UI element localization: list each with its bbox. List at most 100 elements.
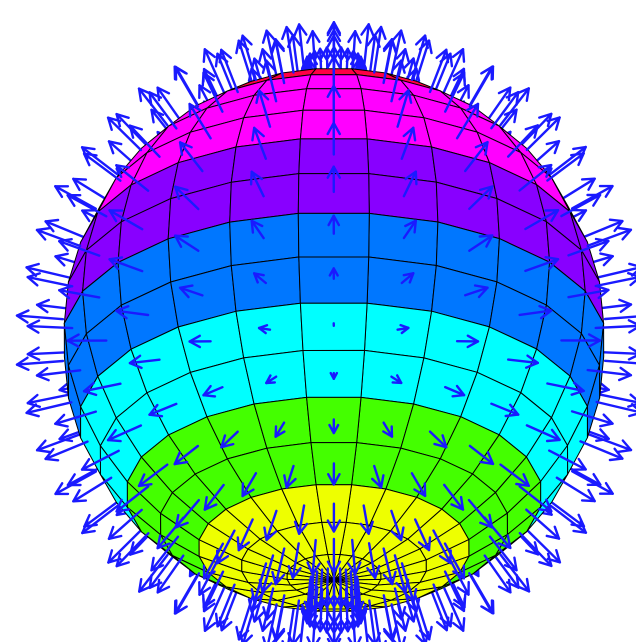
arrow-head	[402, 126, 417, 142]
arrow-shaft	[58, 289, 101, 299]
arrow-shaft	[115, 309, 150, 317]
arrow-head	[371, 474, 385, 489]
arrow-head	[595, 380, 610, 395]
arrow-shaft	[548, 145, 587, 177]
arrow-shaft	[241, 34, 258, 82]
normal-arrow	[443, 483, 465, 511]
arrow-shaft	[80, 449, 120, 471]
arrow-shaft	[148, 91, 178, 130]
arrow-head	[261, 29, 277, 44]
arrow-head	[395, 617, 410, 632]
arrow-head	[115, 164, 131, 179]
arrow-head	[599, 413, 614, 428]
normal-arrow	[128, 354, 161, 370]
arrow-shaft	[80, 146, 120, 177]
arrow-head	[359, 520, 374, 535]
arrow-head	[617, 439, 633, 453]
arrow-shaft	[382, 594, 394, 640]
arrow-shaft	[499, 553, 531, 593]
arrow-head	[580, 177, 596, 191]
arrow-shaft	[174, 572, 201, 615]
normal-arrow	[188, 102, 212, 140]
normal-arrow	[148, 91, 178, 130]
normal-arrow	[274, 421, 286, 438]
arrow-head	[188, 102, 202, 118]
arrow-head	[372, 25, 387, 40]
arrow-head	[44, 447, 60, 462]
arrow-shaft	[261, 554, 275, 594]
arrow-shaft	[297, 504, 306, 535]
arrow-head	[115, 305, 130, 320]
arrow-head	[72, 489, 88, 503]
normal-arrow	[372, 25, 387, 74]
arrow-head	[503, 556, 518, 572]
normal-arrow	[579, 218, 624, 240]
arrow-shaft	[308, 572, 315, 615]
normal-arrow	[390, 509, 405, 542]
arrow-head	[313, 618, 328, 633]
arrow-shaft	[241, 472, 258, 498]
arrow-head	[594, 237, 610, 252]
normal-arrow	[490, 402, 520, 418]
normal-arrow	[137, 87, 169, 127]
arrow-head	[326, 594, 342, 609]
arrow-shaft	[137, 87, 169, 127]
arrow-shaft	[402, 170, 417, 198]
arrow-head	[249, 170, 264, 186]
arrow-head	[235, 625, 250, 641]
normal-arrow	[518, 485, 553, 513]
arrow-head	[66, 333, 80, 348]
normal-arrow	[546, 152, 585, 182]
normal-arrow	[106, 424, 143, 443]
arrow-shaft	[525, 116, 561, 152]
arrow-shaft	[447, 556, 470, 596]
arrow-head	[66, 473, 82, 487]
arrow-head	[415, 34, 429, 49]
arrow-shaft	[429, 586, 448, 632]
normal-arrow	[81, 503, 121, 535]
normal-arrow	[54, 470, 98, 496]
normal-arrow	[263, 509, 278, 542]
arrow-shaft	[603, 359, 636, 365]
normal-arrow	[329, 371, 339, 380]
arrow-head	[137, 578, 152, 593]
arrow-head	[466, 334, 480, 349]
arrow-shaft	[35, 369, 82, 377]
arrow-shaft	[594, 276, 636, 288]
arrow-head	[106, 116, 122, 132]
arrow-shaft	[507, 358, 539, 365]
normal-arrow	[373, 606, 387, 642]
arrow-head	[608, 447, 624, 462]
arrow-shaft	[499, 463, 530, 487]
arrow-shaft	[202, 71, 224, 113]
arrow-head	[402, 272, 415, 284]
arrow-shaft	[579, 219, 624, 240]
normal-arrow	[382, 594, 398, 640]
arrow-shaft	[202, 386, 224, 397]
normal-arrow	[525, 116, 561, 152]
normal-arrow	[107, 508, 143, 540]
arrow-head	[599, 252, 614, 267]
normal-arrow	[410, 472, 427, 498]
arrow-head	[627, 319, 636, 334]
arrow-shaft	[595, 267, 636, 279]
arrow-head	[481, 65, 495, 81]
arrow-head	[202, 48, 217, 63]
arrow-head	[504, 403, 520, 418]
normal-arrow	[173, 65, 200, 108]
normal-arrow	[257, 324, 272, 335]
normal-arrow	[444, 384, 466, 398]
normal-arrow	[586, 366, 633, 382]
arrow-head	[188, 334, 202, 349]
normal-arrow	[72, 476, 113, 503]
arrow-shaft	[35, 433, 82, 452]
normal-arrow	[82, 152, 122, 182]
arrow-shaft	[203, 483, 225, 511]
arrow-shaft	[400, 272, 415, 285]
normal-arrow	[371, 464, 385, 489]
arrow-head	[586, 193, 602, 207]
normal-arrow	[173, 234, 200, 253]
normal-arrow	[25, 262, 73, 280]
normal-arrow	[202, 542, 225, 580]
normal-arrow	[468, 185, 494, 211]
